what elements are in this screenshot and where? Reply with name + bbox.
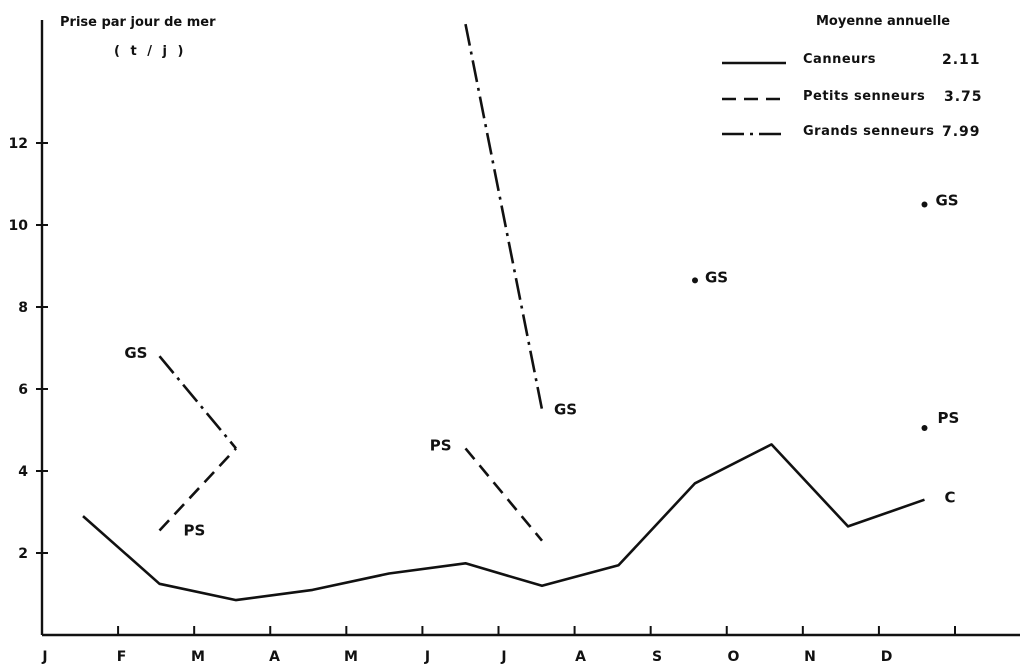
x-tick-label: O bbox=[728, 649, 740, 665]
series-grands_senneurs: GS GS GS GS bbox=[124, 23, 959, 450]
series-layer: C PS PS PS GS GS GS GS bbox=[82, 23, 960, 602]
series-tag-grands_senneurs: GS bbox=[936, 192, 959, 210]
y-axis-title-line1: Prise par jour de mer bbox=[60, 15, 216, 30]
x-tick-label: F bbox=[117, 649, 127, 665]
series-tag-grands_senneurs: GS bbox=[554, 401, 577, 419]
series-line-grands_senneurs bbox=[464, 23, 544, 410]
series-tag-grands_senneurs: GS bbox=[124, 344, 147, 362]
data-point-grands_senneurs bbox=[692, 277, 698, 284]
legend: Moyenne annuelle Canneurs 2.11 Petits se… bbox=[722, 14, 983, 140]
legend-value-petits-senneurs: 3.75 bbox=[944, 89, 983, 105]
series-tag-canneurs: C bbox=[945, 489, 956, 507]
y-tick-label: 8 bbox=[18, 300, 28, 316]
series-line-grands_senneurs bbox=[158, 355, 238, 450]
y-ticks: 2 4 6 8 10 12 bbox=[9, 136, 48, 562]
series-line-petits_senneurs bbox=[158, 447, 237, 532]
x-tick-label: A bbox=[575, 649, 586, 665]
x-tick-label: J bbox=[41, 649, 47, 665]
series-line-petits_senneurs bbox=[464, 447, 544, 542]
y-tick-label: 6 bbox=[18, 382, 28, 398]
series-tag-petits_senneurs: PS bbox=[184, 521, 206, 539]
y-tick-label: 4 bbox=[18, 464, 28, 480]
series-tag-grands_senneurs: GS bbox=[705, 268, 728, 286]
legend-value-grands-senneurs: 7.99 bbox=[942, 124, 981, 140]
x-tick-label: A bbox=[269, 649, 280, 665]
axes bbox=[40, 20, 1020, 637]
y-tick-label: 2 bbox=[18, 546, 28, 562]
series-tag-petits_senneurs: PS bbox=[938, 409, 960, 427]
x-tick-label: D bbox=[881, 649, 893, 665]
y-axis-title-line2: ( t / j ) bbox=[114, 44, 186, 59]
y-tick-label: 10 bbox=[9, 218, 29, 234]
y-tick-label: 12 bbox=[9, 136, 28, 152]
x-tick-label: M bbox=[191, 649, 205, 665]
data-point-grands_senneurs bbox=[921, 201, 928, 208]
x-tick-label: N bbox=[804, 649, 816, 665]
legend-label-grands-senneurs: Grands senneurs bbox=[803, 124, 934, 139]
legend-value-canneurs: 2.11 bbox=[942, 52, 981, 68]
series-line-canneurs bbox=[82, 443, 925, 602]
series-petits_senneurs: PS PS PS bbox=[158, 409, 960, 542]
series-tag-petits_senneurs: PS bbox=[430, 436, 452, 454]
legend-label-canneurs: Canneurs bbox=[803, 52, 876, 67]
series-canneurs: C bbox=[82, 443, 956, 602]
x-tick-label: M bbox=[344, 649, 358, 665]
legend-title: Moyenne annuelle bbox=[816, 14, 950, 29]
x-tick-label: S bbox=[652, 649, 662, 665]
x-tick-label: J bbox=[424, 649, 430, 665]
legend-label-petits-senneurs: Petits senneurs bbox=[803, 89, 925, 104]
data-point-petits_senneurs bbox=[921, 424, 928, 431]
x-tick-label: J bbox=[500, 649, 506, 665]
